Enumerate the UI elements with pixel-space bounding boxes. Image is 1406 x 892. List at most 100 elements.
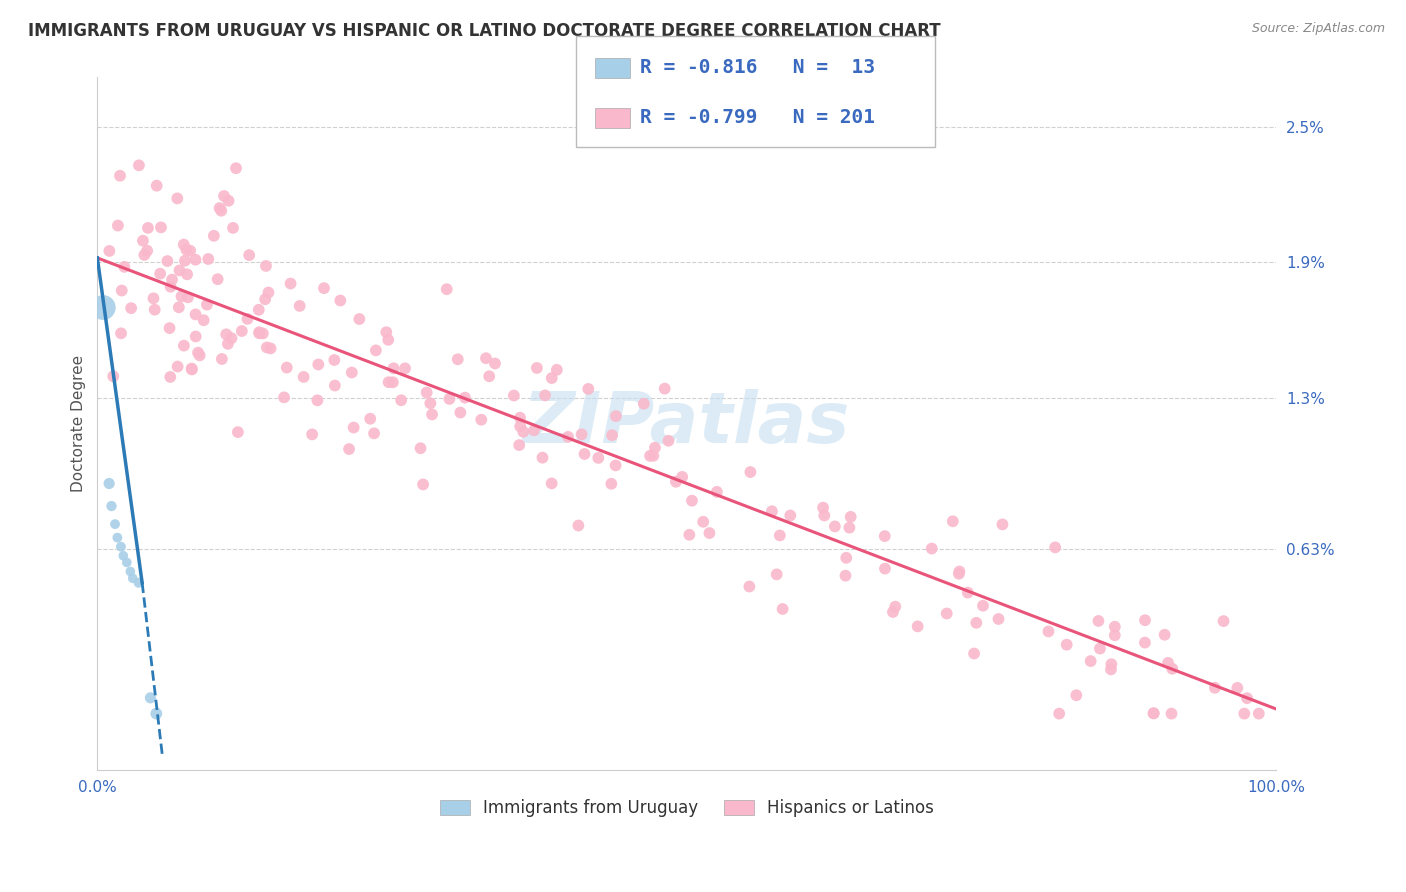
Point: [470, 413, 492, 427]
Point: [419, 396, 441, 410]
Point: [478, 369, 501, 384]
Text: R = -0.799   N = 201: R = -0.799 N = 201: [640, 108, 875, 128]
Point: [143, 302, 166, 317]
Point: [145, 178, 167, 193]
Point: [394, 361, 416, 376]
Point: [824, 519, 846, 533]
Point: [475, 351, 498, 366]
Point: [1247, 706, 1270, 721]
Point: [257, 285, 280, 300]
Point: [167, 300, 190, 314]
Point: [307, 393, 329, 408]
Point: [884, 599, 907, 614]
Point: [987, 612, 1010, 626]
Point: [671, 470, 693, 484]
Point: [179, 244, 201, 258]
Point: [1157, 656, 1180, 670]
Point: [134, 248, 156, 262]
Point: [107, 219, 129, 233]
Point: [381, 376, 404, 390]
Point: [307, 358, 329, 372]
Point: [740, 465, 762, 479]
Point: [98, 244, 121, 258]
Point: [415, 385, 437, 400]
Point: [156, 254, 179, 268]
Point: [389, 393, 412, 408]
Point: [772, 602, 794, 616]
Point: [115, 556, 138, 570]
Point: [540, 371, 562, 385]
Point: [323, 378, 346, 392]
Point: [110, 326, 132, 341]
Point: [1104, 628, 1126, 642]
Point: [139, 690, 162, 705]
Point: [359, 411, 381, 425]
Point: [942, 514, 965, 528]
Point: [280, 277, 302, 291]
Point: [112, 549, 135, 563]
Point: [110, 540, 132, 554]
Point: [779, 508, 801, 523]
Point: [187, 345, 209, 359]
Point: [1056, 638, 1078, 652]
Point: [108, 169, 131, 183]
Point: [839, 509, 862, 524]
Point: [382, 361, 405, 376]
Point: [1088, 641, 1111, 656]
Point: [509, 419, 531, 434]
Point: [948, 566, 970, 581]
Point: [173, 237, 195, 252]
Point: [1226, 681, 1249, 695]
Point: [323, 353, 346, 368]
Point: [502, 388, 524, 402]
Point: [834, 568, 856, 582]
Point: [531, 450, 554, 465]
Point: [259, 342, 281, 356]
Point: [540, 476, 562, 491]
Point: [588, 450, 610, 465]
Point: [273, 390, 295, 404]
Point: [1233, 706, 1256, 721]
Point: [1133, 613, 1156, 627]
Point: [1047, 706, 1070, 721]
Point: [921, 541, 943, 556]
Point: [765, 567, 787, 582]
Point: [665, 475, 688, 489]
Point: [813, 508, 835, 523]
Point: [104, 517, 127, 532]
Point: [605, 409, 627, 423]
Point: [121, 571, 143, 585]
Text: Source: ZipAtlas.com: Source: ZipAtlas.com: [1251, 22, 1385, 36]
Point: [176, 268, 198, 282]
Point: [1236, 691, 1258, 706]
Point: [873, 529, 896, 543]
Point: [972, 599, 994, 613]
Y-axis label: Doctorate Degree: Doctorate Degree: [72, 355, 86, 492]
Point: [1099, 662, 1122, 676]
Point: [1153, 628, 1175, 642]
Text: IMMIGRANTS FROM URUGUAY VS HISPANIC OR LATINO DOCTORATE DEGREE CORRELATION CHART: IMMIGRANTS FROM URUGUAY VS HISPANIC OR L…: [28, 22, 941, 40]
Point: [349, 312, 371, 326]
Point: [231, 324, 253, 338]
Point: [254, 259, 277, 273]
Point: [238, 248, 260, 262]
Point: [375, 325, 398, 339]
Point: [769, 528, 792, 542]
Point: [835, 550, 858, 565]
Point: [574, 447, 596, 461]
Point: [184, 307, 207, 321]
Point: [508, 438, 530, 452]
Text: ZIPatlas: ZIPatlas: [523, 389, 851, 458]
Point: [948, 565, 970, 579]
Point: [1104, 620, 1126, 634]
Point: [218, 194, 240, 208]
Point: [1160, 706, 1182, 721]
Point: [692, 515, 714, 529]
Point: [247, 302, 270, 317]
Point: [1080, 654, 1102, 668]
Point: [256, 340, 278, 354]
Point: [98, 476, 121, 491]
Point: [193, 313, 215, 327]
Point: [420, 408, 443, 422]
Point: [177, 290, 200, 304]
